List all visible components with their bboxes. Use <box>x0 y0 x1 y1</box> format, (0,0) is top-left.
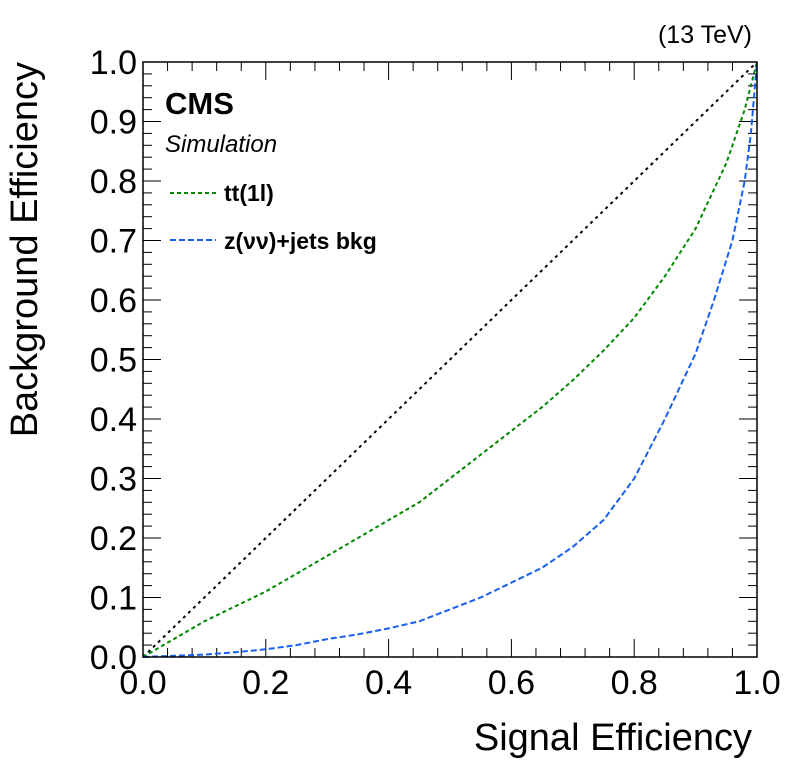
experiment-label: CMS <box>165 86 234 121</box>
y-tick-label: 0.9 <box>90 104 137 142</box>
y-tick-label: 0.2 <box>90 520 137 558</box>
plot-frame <box>142 61 758 658</box>
y-tick-label: 0.1 <box>90 580 137 618</box>
y-tick-label: 1.0 <box>90 44 137 82</box>
y-tick-label: 0.6 <box>90 282 137 320</box>
legend-label-zjets: z(νν)+jets bkg <box>224 228 377 254</box>
x-tick-label: 0.0 <box>119 664 166 702</box>
y-tick-label: 0.0 <box>90 639 137 677</box>
diagonal-reference-line <box>142 61 758 658</box>
x-tick-label: 1.0 <box>733 664 780 702</box>
y-tick-label: 0.3 <box>90 461 137 499</box>
experiment-sublabel: Simulation <box>165 131 277 158</box>
y-axis-title: Background Efficiency <box>4 62 46 437</box>
curves <box>142 61 758 658</box>
y-tick-label: 0.5 <box>90 342 137 380</box>
y-tick-label: 0.7 <box>90 223 137 261</box>
x-tick-label: 0.8 <box>611 664 658 702</box>
series-line-zjets <box>142 61 758 658</box>
x-tick-label: 0.4 <box>365 664 412 702</box>
axis-ticks <box>142 61 758 658</box>
x-axis-title: Signal Efficiency <box>474 717 752 759</box>
series-line-ttbar <box>142 61 758 658</box>
legend-label-ttbar: tt(1l) <box>224 180 274 206</box>
x-tick-label: 0.6 <box>488 664 535 702</box>
y-tick-label: 0.4 <box>90 401 137 439</box>
energy-label: (13 TeV) <box>658 21 752 49</box>
y-tick-label: 0.8 <box>90 163 137 201</box>
x-tick-label: 0.2 <box>242 664 289 702</box>
tick-labels: 0.0 0.2 0.4 0.6 0.8 1.0 0.0 0.1 0.2 0.3 0.4 0.5 0.6 0… <box>90 44 781 702</box>
